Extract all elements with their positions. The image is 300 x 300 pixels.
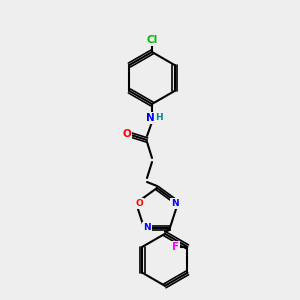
Text: O: O xyxy=(135,199,143,208)
Text: F: F xyxy=(172,242,179,252)
Text: Cl: Cl xyxy=(146,35,158,45)
Text: N: N xyxy=(143,223,151,232)
Text: H: H xyxy=(155,113,163,122)
Text: N: N xyxy=(171,199,179,208)
Text: N: N xyxy=(146,113,154,123)
Text: O: O xyxy=(123,129,131,139)
